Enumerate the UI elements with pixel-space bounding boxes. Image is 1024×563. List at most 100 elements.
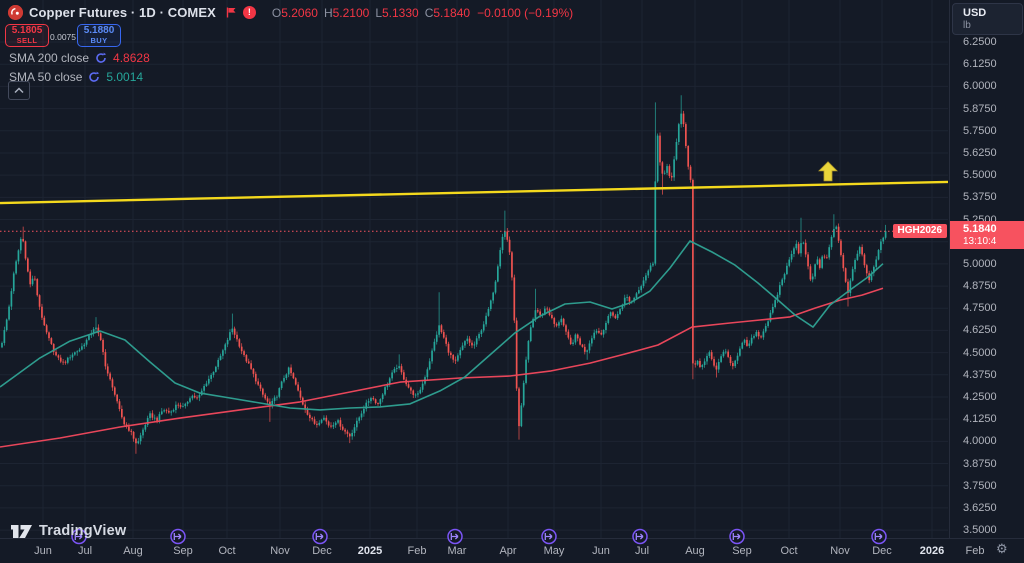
time-tick: Feb (407, 545, 427, 557)
chart-canvas[interactable] (0, 0, 948, 538)
time-tick: Nov (270, 545, 290, 557)
time-tick: Sep (732, 545, 752, 557)
price-tick: 4.7500 (963, 302, 997, 315)
sma200-line (0, 287, 884, 448)
time-tick: Sep (173, 545, 193, 557)
time-tick: Apr (499, 545, 517, 557)
price-tick: 5.3750 (963, 191, 997, 204)
price-tick: 4.1250 (963, 413, 997, 426)
axis-unit-currency: USD (963, 7, 987, 19)
tradingview-logo[interactable]: TradingView (10, 523, 126, 539)
time-tick: Mar (447, 545, 467, 557)
time-tick: 2026 (919, 545, 945, 557)
time-axis[interactable]: Jun Jul Aug Sep Oct Nov Dec 2025 Feb Mar Apr May Jun… (0, 538, 1024, 563)
close-key: C (424, 5, 434, 20)
contract-roll-icon[interactable] (871, 528, 888, 545)
time-tick: Jul (634, 545, 650, 557)
contract-roll-icon[interactable] (729, 528, 746, 545)
chevron-up-icon (14, 87, 24, 94)
contract-roll-icon[interactable] (312, 528, 329, 545)
contract-roll-icon[interactable] (170, 528, 187, 545)
contract-price-tag: HGH2026 (892, 224, 947, 238)
contract-roll-icon[interactable] (632, 528, 649, 545)
sma200-name: SMA 200 close (9, 51, 90, 65)
price-tick: 4.0000 (963, 435, 997, 448)
price-tick: 6.2500 (963, 36, 997, 49)
price-tick: 6.1250 (963, 58, 997, 71)
data-delay-warning-icon[interactable]: ! (242, 6, 256, 19)
arrow-up-annotation[interactable] (818, 161, 838, 182)
time-tick: Aug (685, 545, 705, 557)
price-tick: 4.6250 (963, 324, 997, 337)
current-price-value: 5.1840 (963, 223, 997, 235)
time-tick: Oct (780, 545, 798, 557)
sma50-line (0, 240, 884, 411)
price-tick: 5.7500 (963, 124, 997, 137)
indicator-row-sma50[interactable]: SMA 50 close 5.0014 (9, 70, 143, 84)
sma50-value: 5.0014 (106, 70, 144, 84)
high-key: H (323, 5, 333, 20)
buy-label: BUY (90, 35, 108, 45)
axis-unit-measure: lb (963, 20, 971, 31)
trendline-drawing[interactable] (0, 180, 948, 205)
loading-spinner-icon (89, 71, 100, 82)
contract-roll-icon[interactable] (71, 528, 88, 545)
candlesticks (1, 95, 887, 454)
time-tick: Aug (123, 545, 143, 557)
price-tick: 4.5000 (963, 346, 997, 359)
price-tick: 4.2500 (963, 391, 997, 403)
contract-roll-icon[interactable] (447, 528, 464, 545)
spread-value: 0.0075 (50, 32, 76, 42)
high-value: 5.2100 (332, 5, 370, 20)
time-tick: Dec (312, 545, 332, 557)
time-tick: Feb (965, 545, 985, 557)
price-tick: 3.5000 (963, 524, 997, 537)
sell-price: 5.1805 (11, 25, 43, 37)
open-key: O (271, 5, 282, 20)
ohlc-readout: O 5.2060 H 5.2100 L 5.1330 C 5.1840 −0.0100 … (266, 6, 573, 20)
buy-price: 5.1880 (83, 25, 115, 37)
price-tick: 4.3750 (963, 368, 997, 381)
tradingview-logo-icon (11, 524, 32, 538)
time-tick: Jul (77, 545, 93, 557)
sma200-value: 4.8628 (113, 51, 150, 65)
gear-icon[interactable]: ⚙ (996, 541, 1008, 556)
bar-countdown: 13:10:4 (963, 235, 997, 247)
low-value: 5.1330 (382, 5, 419, 20)
instrument-logo-icon[interactable] (8, 5, 23, 20)
time-tick: May (543, 545, 565, 557)
gridlines (0, 0, 948, 538)
price-tick: 3.6250 (963, 501, 997, 514)
price-tick: 6.0000 (963, 80, 997, 93)
time-tick: Dec (872, 545, 892, 557)
time-tick: Nov (830, 545, 850, 557)
market-flag-icon[interactable] (226, 7, 237, 18)
change-value: −0.0100 (−0.19%) (477, 5, 574, 20)
low-key: L (375, 5, 382, 20)
price-tick: 5.6250 (963, 147, 997, 159)
time-tick: Oct (218, 545, 236, 557)
sell-button[interactable]: 5.1805 SELL (5, 24, 49, 47)
contract-roll-icon[interactable] (541, 528, 558, 545)
price-tick: 4.8750 (963, 280, 997, 293)
collapse-legend-button[interactable] (8, 81, 30, 100)
tradingview-logo-text: TradingView (39, 523, 127, 539)
close-value: 5.1840 (433, 5, 471, 20)
price-tick: 3.8750 (963, 457, 997, 470)
price-tick: 3.7500 (963, 479, 997, 492)
price-tick: 5.0000 (963, 257, 997, 270)
axis-unit-toggle[interactable]: USD lb (952, 3, 1023, 35)
time-tick: Jun (34, 545, 52, 557)
time-tick: 2025 (357, 545, 383, 557)
buy-button[interactable]: 5.1880 BUY (77, 24, 121, 47)
loading-spinner-icon (96, 52, 107, 63)
indicator-row-sma200[interactable]: SMA 200 close 4.8628 (9, 51, 150, 65)
sma50-name: SMA 50 close (9, 70, 83, 84)
current-price-axis-label: 5.1840 13:10:4 (950, 221, 1024, 249)
symbol-title[interactable]: Copper Futures · 1D · COMEX (29, 5, 216, 20)
time-tick: Jun (592, 545, 610, 557)
price-axis[interactable]: 3.5000 3.6250 3.7500 3.8750 4.0000 4.1250 4.25… (949, 0, 1024, 538)
open-value: 5.2060 (281, 5, 318, 20)
